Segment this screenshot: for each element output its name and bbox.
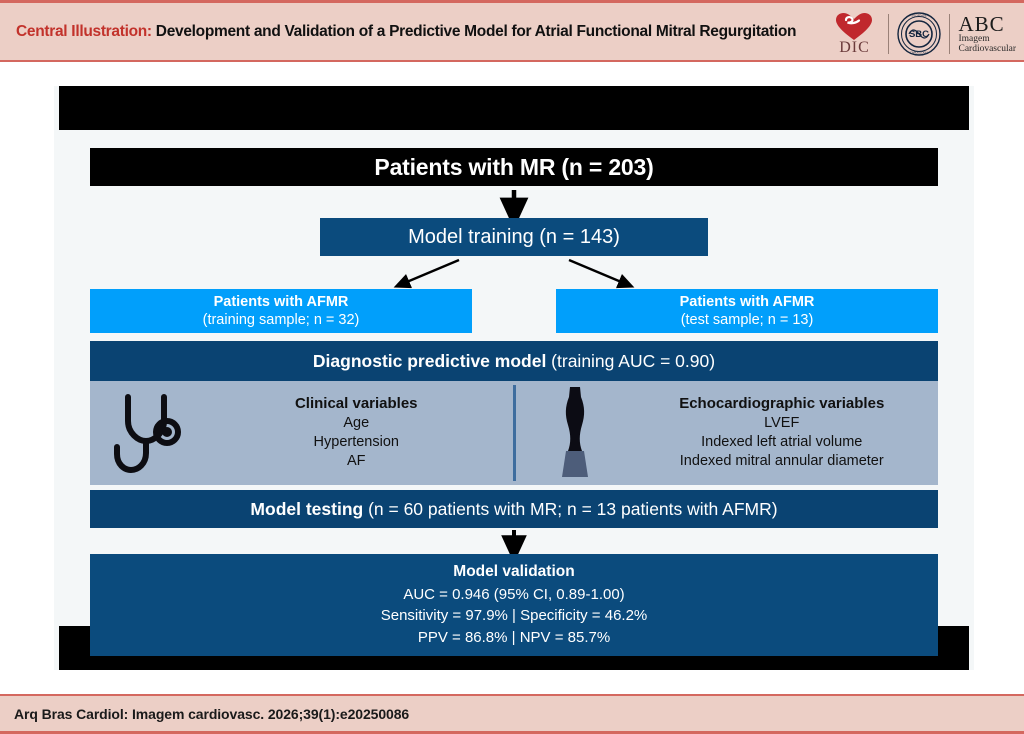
echocardiographic-variable-item: LVEF — [764, 414, 800, 431]
page-title: Central Illustration: Development and Va… — [16, 22, 797, 41]
clinical-variables-title: Clinical variables — [294, 394, 418, 412]
clinical-variables-text: Clinical variables Age Hypertension AF — [208, 395, 513, 471]
arrow-training-to-afmr-test — [568, 258, 635, 289]
variables-panel: Clinical variables Age Hypertension AF E… — [90, 381, 938, 485]
header-band: Central Illustration: Development and Va… — [0, 0, 1024, 62]
ultrasound-probe-icon-glyph — [561, 387, 588, 477]
model-testing-rest: (n = 60 patients with MR; n = 13 patient… — [363, 498, 778, 519]
echocardiographic-variables-column: Echocardiographic variables LVEF Indexed… — [516, 381, 939, 485]
afmr-training-detail: (training sample; n = 32) — [202, 312, 360, 328]
stethoscope-icon-glyph — [114, 394, 181, 474]
svg-text:SOCIEDADE: SOCIEDADE — [912, 14, 928, 18]
node-model-validation: Model validation AUC = 0.946 (95% CI, 0.… — [90, 554, 938, 656]
svg-text:SBC: SBC — [909, 29, 929, 40]
central-illustration-label: Central Illustration: — [16, 22, 152, 40]
clinical-variables-column: Clinical variables Age Hypertension AF — [90, 381, 513, 485]
clinical-variable-item: Hypertension — [313, 433, 399, 450]
abc-logo-title: ABC — [958, 12, 1005, 36]
sbc-seal-icon: SBC SOCIEDADE CARDIOLOGIA — [897, 12, 942, 56]
diagnostic-model-rest: (training AUC = 0.90) — [546, 350, 716, 371]
node-patients-with-mr-label: Patients with MR (n = 203) — [374, 153, 654, 180]
model-validation-auc: AUC = 0.946 (95% CI, 0.89-1.00) — [403, 585, 625, 603]
echocardiographic-variable-item: Indexed mitral annular diameter — [679, 453, 884, 470]
afmr-test-detail: (test sample; n = 13) — [680, 312, 814, 328]
diagnostic-model-line: Diagnostic predictive model (training AU… — [313, 351, 715, 372]
model-testing-line: Model testing (n = 60 patients with MR; … — [250, 499, 777, 520]
heart-icon — [836, 13, 873, 40]
node-model-training: Model training (n = 143) — [320, 218, 708, 256]
node-afmr-test-sample: Patients with AFMR (test sample; n = 13) — [556, 289, 938, 333]
abc-logo-subtitle-1: Imagem — [958, 34, 990, 45]
dic-logo-label: DIC — [839, 39, 870, 56]
logo-divider-2 — [949, 14, 951, 54]
clinical-variable-item: Age — [343, 414, 370, 431]
variables-divider — [512, 385, 516, 481]
stethoscope-icon — [90, 391, 208, 475]
flow-diagram: Patients with MR (n = 203) Model trainin… — [54, 86, 974, 670]
journal-logos: DIC SBC SOCIEDADE CARDIOLOGIA — [828, 7, 1016, 61]
echocardiographic-variable-item: Indexed left atrial volume — [701, 433, 863, 450]
clinical-variable-item: AF — [346, 453, 366, 470]
model-testing-bold: Model testing — [250, 498, 364, 519]
node-model-testing: Model testing (n = 60 patients with MR; … — [90, 490, 938, 528]
page-title-text: Development and Validation of a Predicti… — [151, 22, 797, 40]
echocardiographic-variables-text: Echocardiographic variables LVEF Indexed… — [634, 395, 939, 471]
arrow-training-to-afmr-training — [393, 258, 460, 289]
node-afmr-training-sample: Patients with AFMR (training sample; n =… — [90, 289, 472, 333]
ultrasound-probe-icon — [516, 387, 634, 479]
afmr-training-title: Patients with AFMR — [213, 293, 349, 310]
diagnostic-model-bold: Diagnostic predictive model — [312, 350, 547, 371]
afmr-test-title: Patients with AFMR — [679, 293, 815, 310]
sbc-seal-logo: SBC SOCIEDADE CARDIOLOGIA — [897, 12, 942, 56]
node-diagnostic-predictive-model: Diagnostic predictive model (training AU… — [90, 341, 938, 381]
footer-band: Arq Bras Cardiol: Imagem cardiovasc. 202… — [0, 694, 1024, 734]
dic-logo: DIC — [828, 12, 880, 56]
node-patients-with-mr: Patients with MR (n = 203) — [90, 148, 938, 186]
logo-divider-1 — [888, 14, 890, 54]
node-model-training-label: Model training (n = 143) — [408, 225, 620, 248]
decorative-bar-top — [59, 86, 969, 130]
model-validation-ppv-npv: PPV = 86.8% | NPV = 85.7% — [417, 629, 611, 647]
abc-logo-subtitle-2: Cardiovascular — [958, 44, 1016, 55]
echocardiographic-variables-title: Echocardiographic variables — [679, 394, 885, 412]
model-validation-title: Model validation — [453, 563, 575, 581]
model-validation-sensitivity-specificity: Sensitivity = 97.9% | Specificity = 46.2… — [380, 607, 648, 625]
citation-text: Arq Bras Cardiol: Imagem cardiovasc. 202… — [14, 705, 410, 722]
abc-logo: ABC Imagem Cardiovascular — [958, 13, 1016, 55]
svg-text:CARDIOLOGIA: CARDIOLOGIA — [910, 51, 928, 55]
